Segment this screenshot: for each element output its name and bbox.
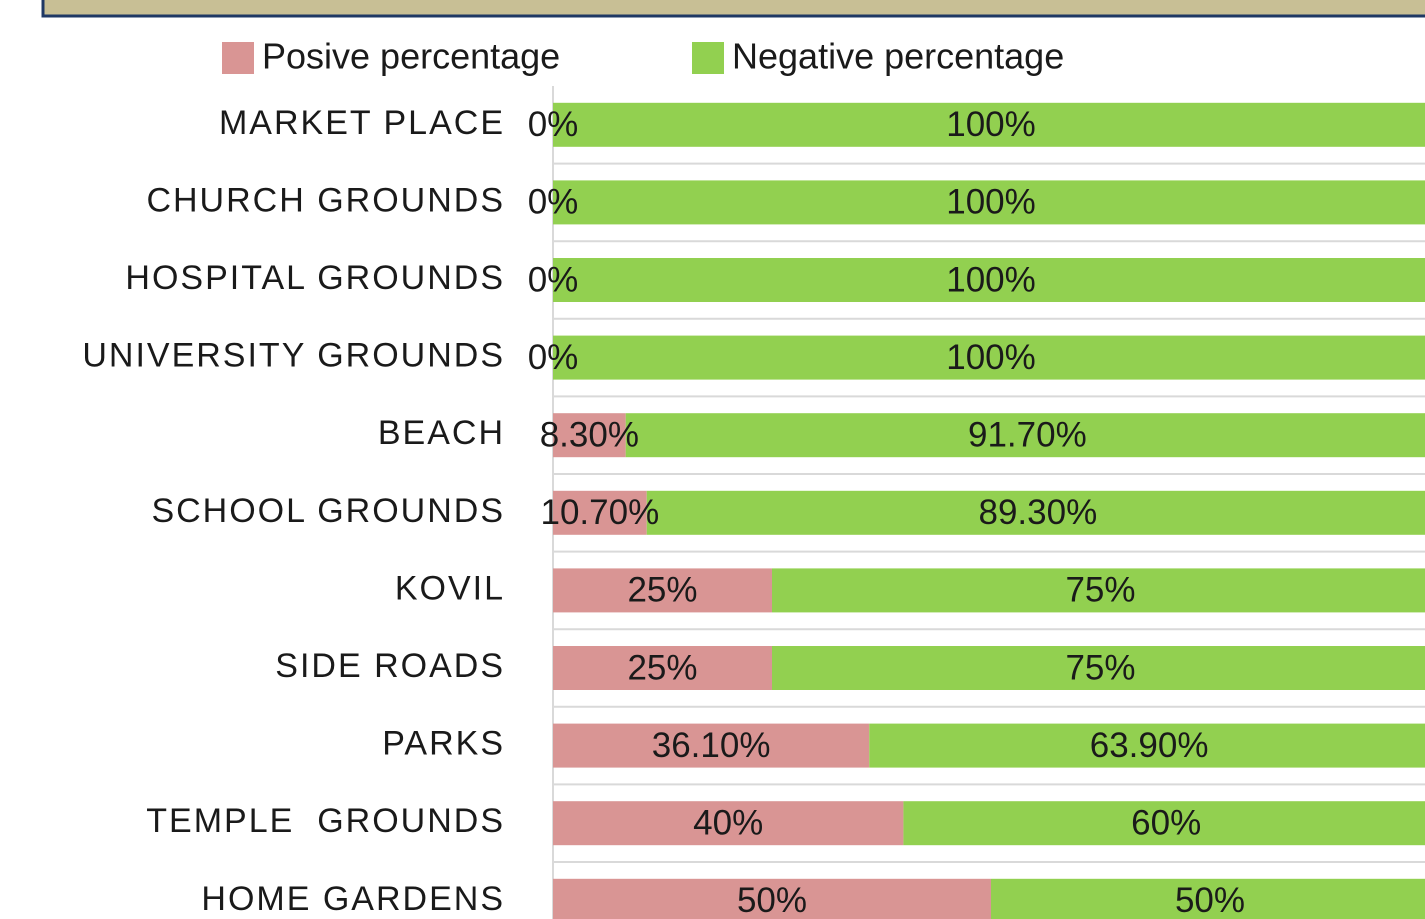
data-label: 100% [946, 260, 1036, 299]
data-label: 25% [627, 571, 697, 610]
bar-segment [772, 568, 1425, 613]
y-tick-label: PARKS [382, 725, 505, 763]
bar-segment [553, 258, 1425, 302]
bar-segment [553, 568, 772, 613]
bar-segment [553, 180, 1425, 225]
data-label: 50% [1175, 881, 1245, 919]
bar-segment [772, 646, 1425, 690]
data-label: 60% [1131, 803, 1201, 842]
bar-segment [903, 801, 1425, 846]
y-tick-label: SIDE ROADS [275, 647, 505, 685]
data-label: 25% [627, 648, 697, 687]
data-label: 63.90% [1090, 726, 1209, 765]
bar-segment [553, 646, 772, 690]
bar-segment [553, 878, 991, 919]
y-tick-label: CHURCH GROUNDS [146, 181, 505, 219]
bar-segment [869, 723, 1425, 768]
y-tick-label: MARKET PLACE [219, 104, 505, 142]
legend-label: Posive percentage [262, 36, 560, 77]
bar-segment [553, 723, 870, 768]
data-label: 100% [946, 105, 1036, 144]
bar-segment [553, 102, 1425, 147]
bar-segment [553, 335, 1425, 380]
data-label: 100% [946, 183, 1036, 222]
data-label: 0% [528, 105, 579, 144]
bar-segment [991, 878, 1425, 919]
legend-swatch [222, 42, 254, 74]
legend-label: Negative percentage [732, 36, 1064, 77]
data-label: 8.30% [540, 415, 639, 454]
data-label: 40% [693, 803, 763, 842]
data-label: 100% [946, 338, 1036, 377]
legend-swatch [692, 42, 724, 74]
data-label: 0% [528, 183, 579, 222]
data-label: 75% [1065, 648, 1135, 687]
y-tick-label: TEMPLE GROUNDS [146, 802, 505, 840]
bar-segment [553, 490, 647, 535]
data-label: 0% [528, 338, 579, 377]
y-tick-label: KOVIL [395, 569, 505, 607]
bar-segment [646, 490, 1425, 535]
y-tick-label: UNIVERSITY GROUNDS [82, 337, 505, 375]
data-label: 10.70% [541, 493, 660, 532]
bar-segment [553, 413, 626, 458]
data-label: 50% [737, 881, 807, 919]
data-label: 75% [1065, 571, 1135, 610]
bar-segment [625, 413, 1425, 458]
bar-segment [553, 801, 904, 846]
data-label: 91.70% [968, 415, 1087, 454]
y-tick-label: SCHOOL GROUNDS [151, 492, 505, 530]
data-label: 0% [528, 260, 579, 299]
header-banner [41, 0, 1425, 18]
data-label: 36.10% [652, 726, 771, 765]
data-label: 89.30% [979, 493, 1098, 532]
y-tick-label: BEACH [378, 414, 505, 452]
y-tick-label: HOME GARDENS [201, 880, 505, 918]
y-tick-label: HOSPITAL GROUNDS [125, 259, 505, 297]
